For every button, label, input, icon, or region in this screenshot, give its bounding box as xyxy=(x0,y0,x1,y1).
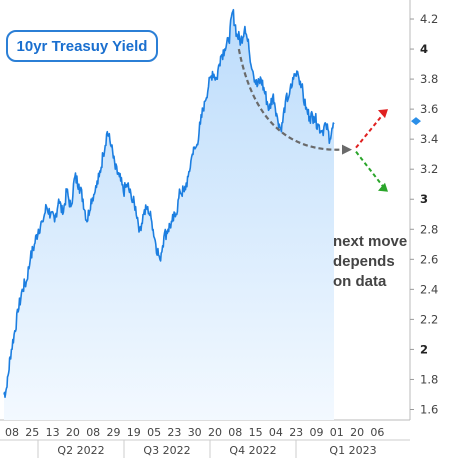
x-tick-label: 13 xyxy=(46,426,60,439)
x-tick-label: 29 xyxy=(107,426,121,439)
annotation-line-2: depends xyxy=(333,253,395,270)
x-tick-label: 20 xyxy=(208,426,222,439)
projected-path-dashed xyxy=(237,48,341,151)
y-tick-label: 2 xyxy=(420,342,428,356)
y-tick-label: 3 xyxy=(420,192,428,206)
last-value-marker xyxy=(411,117,421,126)
x-tick-label: 19 xyxy=(127,426,141,439)
y-tick-label: 3.8 xyxy=(420,72,438,86)
x-tick-label: 08 xyxy=(86,426,100,439)
x-tick-label: 05 xyxy=(147,426,161,439)
y-tick-label: 4.2 xyxy=(420,12,438,26)
x-tick-label: 25 xyxy=(25,426,39,439)
x-tick-label: 09 xyxy=(310,426,324,439)
up-scenario-arrow xyxy=(355,112,385,149)
x-tick-labels: 08 25 13 20 08 29 19 05 23 30 20 08 15 04 23 09 01 20 06 xyxy=(5,426,384,439)
up-scenario-arrowhead xyxy=(378,109,388,119)
projected-path-arrowhead xyxy=(342,144,352,155)
y-tick-label: 1.6 xyxy=(420,402,438,416)
quarter-label: Q1 2023 xyxy=(329,444,376,457)
y-tick-label: 2.6 xyxy=(420,252,438,266)
x-tick-label: 20 xyxy=(350,426,364,439)
annotation-line-3: on data xyxy=(333,273,387,290)
yield-line xyxy=(3,8,335,398)
x-tick-label: 15 xyxy=(249,426,263,439)
chart-title: 10yr Treasuy Yield xyxy=(17,38,148,55)
quarter-labels: Q2 2022 Q3 2022 Q4 2022 Q1 2023 xyxy=(37,440,377,458)
x-tick-label: 20 xyxy=(66,426,80,439)
y-tick-label: 3.2 xyxy=(420,162,438,176)
quarter-label: Q4 2022 xyxy=(229,444,276,457)
x-tick-label: 08 xyxy=(228,426,242,439)
yield-area xyxy=(4,9,334,420)
down-scenario-arrowhead xyxy=(378,182,388,192)
x-tick-label: 04 xyxy=(269,426,283,439)
down-scenario-arrow xyxy=(355,151,385,189)
x-tick-label: 23 xyxy=(289,426,303,439)
x-tick-label: 01 xyxy=(330,426,344,439)
title-box xyxy=(6,30,158,62)
y-tick-label: 3.6 xyxy=(420,102,438,116)
y-tick-label: 2.4 xyxy=(420,282,438,296)
quarter-label: Q2 2022 xyxy=(57,444,104,457)
annotation-line-1: next move xyxy=(333,233,407,250)
x-tick-label: 30 xyxy=(188,426,202,439)
y-tick-label: 2.8 xyxy=(420,222,438,236)
y-tick-label: 3.4 xyxy=(420,132,438,146)
y-tick-label: 2.2 xyxy=(420,312,438,326)
y-tick-labels: 1.6 1.8 2 2.2 2.4 2.6 2.8 3 3.2 3.4 3.6 3.8 4 4.2 xyxy=(410,12,438,416)
x-tick-label: 06 xyxy=(370,426,384,439)
x-tick-label: 08 xyxy=(5,426,19,439)
quarter-label: Q3 2022 xyxy=(143,444,190,457)
x-tick-label: 23 xyxy=(167,426,181,439)
y-tick-label: 1.8 xyxy=(420,372,438,386)
y-tick-label: 4 xyxy=(420,42,428,56)
